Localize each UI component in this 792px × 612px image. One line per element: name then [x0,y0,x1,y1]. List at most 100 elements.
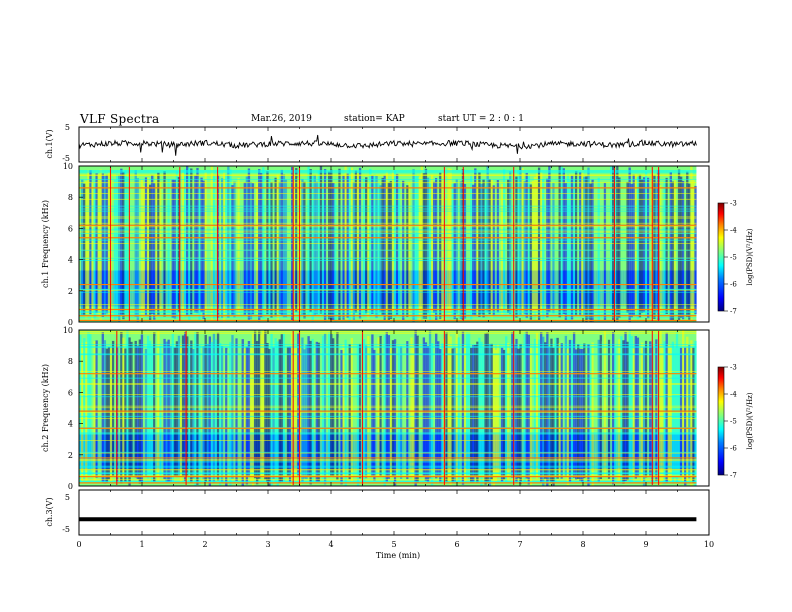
colorbar-tick-label: -5 [730,418,737,426]
spectrogram-column [428,330,432,479]
spectrogram-column [321,183,325,316]
spectrogram-column [476,175,479,315]
spectrogram-column [79,334,82,483]
time-tick-label: 9 [643,540,648,549]
spectrogram-column [692,179,695,318]
spectrogram-column [410,177,413,322]
spectrogram-column [684,177,687,321]
spectrogram-column [636,176,640,320]
spectrogram-column [301,337,304,484]
spectrogram-column [649,341,652,477]
spectrogram-column [249,181,253,320]
spectrogram-column [356,343,360,486]
spectrogram-column [282,174,286,318]
spectrogram-column [255,182,259,315]
spectrogram-column [103,340,107,484]
spectrogram-column [212,333,216,484]
spectrogram-column [457,166,461,314]
spectrogram-column [453,183,456,320]
time-tick-label: 10 [704,540,714,549]
spectrogram-column [607,180,611,314]
spectrogram-column [190,168,193,315]
spectrogram-column [360,175,364,318]
spectrogram-column [681,330,685,481]
spectrogram-column [183,168,187,314]
spectrogram-column [470,174,473,320]
spectrogram-column [599,176,603,314]
spectrogram-column [101,173,104,317]
freq-tick-label: 2 [68,287,73,296]
spectrogram-column [435,178,438,321]
spectrogram-column [105,348,109,483]
spectrogram-column [373,174,376,314]
spectrogram-column [544,177,547,313]
spectrogram-column [179,176,183,314]
spectrogram-column [453,347,456,483]
spectrogram-column [585,332,588,485]
spectrogram-column [130,341,133,477]
spectrogram-column [546,332,549,486]
spectrogram-column [502,349,506,480]
spectrogram-column [284,332,288,478]
spectrogram-column [299,180,302,314]
spectrogram-column [167,179,170,313]
spectrogram-column [95,340,98,478]
spectrogram-column [134,340,137,478]
spectrogram-column [595,183,598,321]
spectrogram-column [301,178,304,316]
time-tick-label: 3 [265,540,270,549]
spectrogram-column [113,344,117,482]
spectrogram-column [593,181,596,321]
spectrogram-column [188,346,191,483]
spectrogram-column [632,174,635,316]
spectrogram-column [214,339,218,480]
spectrogram-column [482,347,485,477]
spectrogram-column [338,168,341,321]
spectrogram-column [570,340,574,479]
spectrogram-column [517,348,520,479]
spectrogram-column [686,171,689,317]
spectrogram-column [677,169,681,321]
spectrogram-column [628,167,631,322]
spectrogram-column [480,183,483,314]
spectrogram-column [369,346,372,482]
spectrogram-column [422,337,426,477]
spectrogram-column [293,348,296,481]
spectrogram-column [225,347,228,486]
spectrogram-column [140,179,144,320]
spectrogram-column [622,340,625,484]
spectrogram-column [640,342,644,484]
spectrogram-column [126,330,129,481]
colorbar-ch1-label: log(PSD)(V²/Hz) [746,228,754,285]
spectrogram-column [342,175,345,320]
spectrogram-column [369,168,372,317]
spectrogram-column [99,169,102,321]
spectrogram-column [470,347,473,483]
spectrogram-column [303,349,306,479]
freq-tick-label: 0 [68,318,73,327]
spectrogram-column [490,179,493,319]
spectrogram-column [375,330,378,480]
spectrogram-column [91,334,94,483]
spectrogram-column [313,332,316,480]
time-tick-label: 4 [328,540,333,549]
spectrogram-column [529,346,533,485]
spectrogram-column [694,340,697,486]
spectrogram-column [638,174,642,318]
spectrogram-column [422,173,426,319]
spectrogram-column [649,169,652,316]
spectrogram-column [89,334,92,477]
spectrogram-column [505,336,508,482]
spectrogram-column [103,175,107,315]
spectrogram-column [686,336,689,481]
spectrogram-column [513,178,516,318]
spectrogram-column [171,179,174,318]
spectrogram-column [494,349,498,482]
spectrogram-column [406,185,409,317]
freq-tick-label: 4 [68,420,73,429]
spectrogram-column [146,335,150,479]
spectrogram-column [640,179,644,314]
spectrogram-column [581,169,584,317]
spectrogram-column [400,184,403,315]
spectrogram-column [373,349,376,481]
